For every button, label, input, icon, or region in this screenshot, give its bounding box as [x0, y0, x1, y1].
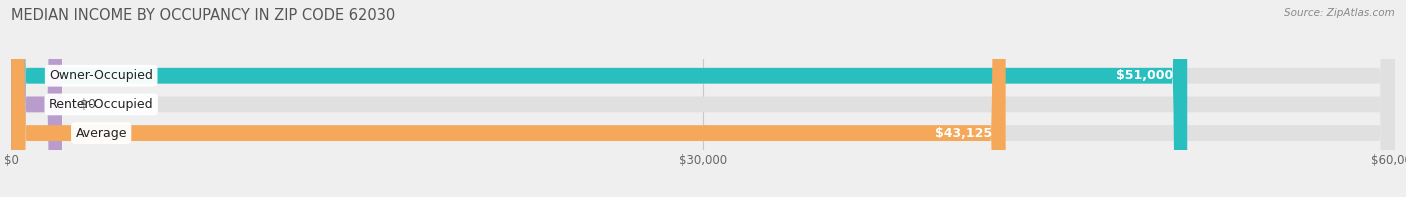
FancyBboxPatch shape [11, 0, 1395, 197]
FancyBboxPatch shape [11, 0, 1395, 197]
Text: Owner-Occupied: Owner-Occupied [49, 69, 153, 82]
FancyBboxPatch shape [11, 0, 1187, 197]
Text: MEDIAN INCOME BY OCCUPANCY IN ZIP CODE 62030: MEDIAN INCOME BY OCCUPANCY IN ZIP CODE 6… [11, 8, 395, 23]
Text: Source: ZipAtlas.com: Source: ZipAtlas.com [1284, 8, 1395, 18]
FancyBboxPatch shape [11, 0, 62, 197]
Text: $0: $0 [80, 98, 97, 111]
Text: Renter-Occupied: Renter-Occupied [49, 98, 153, 111]
FancyBboxPatch shape [11, 0, 1395, 197]
Text: $51,000: $51,000 [1116, 69, 1174, 82]
FancyBboxPatch shape [11, 0, 1005, 197]
Text: Average: Average [76, 127, 127, 140]
Text: $43,125: $43,125 [935, 127, 991, 140]
